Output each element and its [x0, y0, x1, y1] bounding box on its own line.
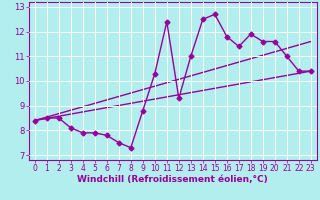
X-axis label: Windchill (Refroidissement éolien,°C): Windchill (Refroidissement éolien,°C) [77, 175, 268, 184]
